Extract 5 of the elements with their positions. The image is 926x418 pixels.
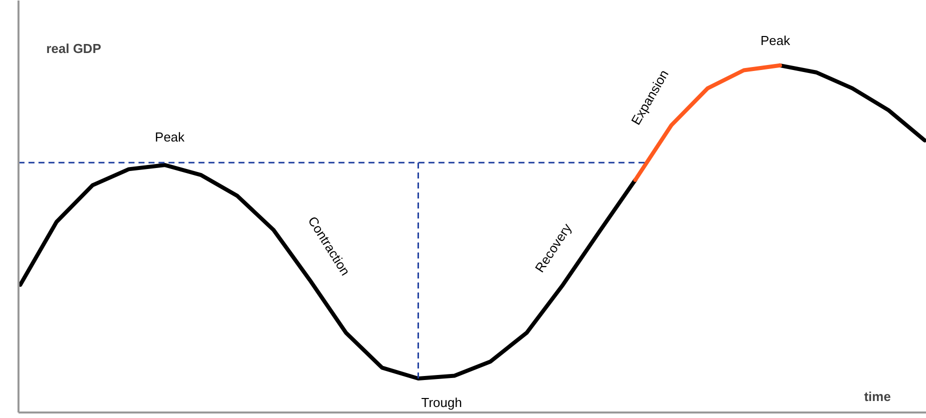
x-axis-title: time xyxy=(864,389,891,404)
text: Peak xyxy=(760,32,791,48)
y-axis-title: real GDP xyxy=(46,40,102,56)
annotation: Trough xyxy=(421,395,462,410)
annotation: Peak xyxy=(154,130,186,145)
